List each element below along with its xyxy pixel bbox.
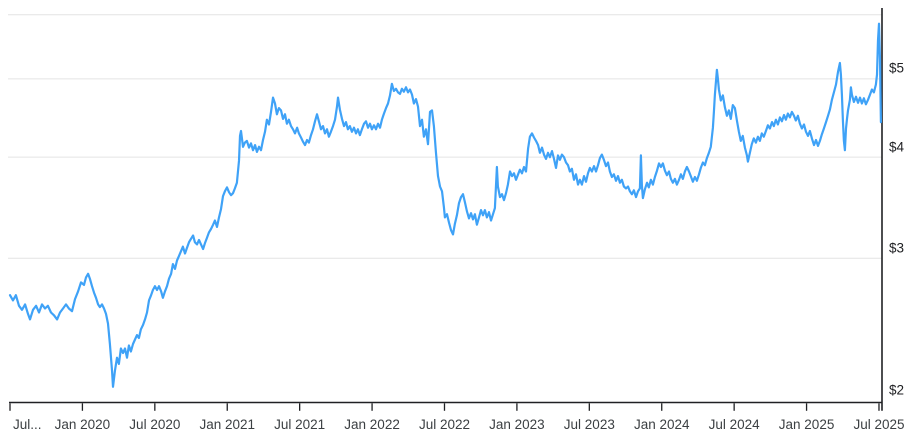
x-tick-label: Jul 2025	[853, 417, 905, 432]
x-tick-label: Jul 2021	[274, 417, 326, 432]
x-tick-label: Jan 2021	[199, 417, 256, 432]
x-tick-label: Jan 2025	[778, 417, 835, 432]
y-tick-label: $2	[889, 382, 905, 398]
y-tick-label: $5	[889, 60, 905, 76]
y-tick-label: $4	[889, 139, 905, 155]
x-tick-label: Jan 2022	[344, 417, 400, 432]
x-tick-label: Jul 2022	[418, 417, 471, 432]
x-tick-label: Jan 2020	[54, 417, 111, 432]
x-tick-label: Jan 2023	[489, 417, 545, 432]
price-line	[8, 22, 883, 388]
x-tick-label: Jul 2023	[563, 417, 615, 432]
x-tick-label: Jan 2024	[633, 417, 690, 432]
x-tick-label: Jul 2024	[708, 417, 760, 432]
x-tick-label: Jul...	[13, 417, 42, 432]
y-tick-label: $3	[889, 240, 905, 256]
x-tick-label: Jul 2020	[129, 417, 181, 432]
